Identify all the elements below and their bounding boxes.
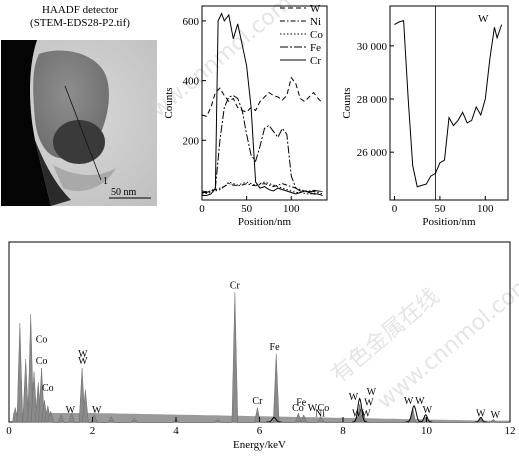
spectrum-peak [47, 410, 54, 423]
y-tick-label: 400 [183, 76, 200, 88]
series-line-co [201, 181, 323, 195]
line-profile-chart: 0 50 100 200 400 600 Position/nm Counts WNiCoFeC… [163, 3, 328, 228]
haadf-title-line1: HAADF detector [41, 4, 119, 16]
legend-label-fe: Fe [310, 42, 321, 54]
x-axis-label: Position/nm [422, 216, 476, 228]
x-tick-label: 50 [241, 203, 253, 215]
series-line-cr [202, 12, 323, 196]
peak-label-w: W [476, 408, 486, 419]
legend-label-cr: Cr [310, 55, 321, 67]
x-tick-label: 0 [392, 203, 398, 215]
y-axis-label: Counts [163, 87, 175, 118]
plot-frame [389, 5, 509, 201]
spectrum-background [13, 413, 511, 422]
peak-label-w: W [78, 356, 88, 367]
series-line-w [201, 76, 323, 118]
peak-label-w: W [308, 403, 318, 414]
spectrum-peak [30, 371, 38, 423]
spectrum-peak [130, 418, 138, 423]
peak-label-w: W [364, 398, 374, 409]
peak-label-cr: Cr [230, 281, 241, 292]
spectrum-peak [22, 358, 29, 423]
x-tick-label: 0 [199, 203, 205, 215]
peak-label-co: Co [36, 335, 48, 346]
spectrum-peak [214, 418, 222, 423]
legend-label-w: W [310, 3, 321, 15]
x-tick-label: 4 [173, 425, 179, 437]
spectrum-peak [295, 412, 302, 423]
peak-label-w: W [415, 396, 425, 407]
peak-fit-outline [266, 416, 282, 423]
scale-bar-label: 50 nm [111, 187, 137, 198]
w-profile-chart: 0 50 100 26 000 28 000 30 000 Position/nm Count… [341, 5, 509, 228]
peak-label-w: W [66, 405, 76, 416]
peak-label-w: W [352, 408, 362, 419]
peak-label-cr: Cr [252, 396, 263, 407]
peak-fit-outline [419, 414, 433, 423]
peak-label-ni: Ni [315, 408, 325, 419]
line-scan-marker: 1 [103, 176, 108, 187]
peak-fit-outline [352, 397, 368, 423]
x-axis-label: Position/nm [238, 216, 292, 228]
series-label-w: W [478, 13, 489, 25]
peak-label-w: W [78, 349, 88, 360]
spectrum-peak [300, 414, 308, 423]
x-tick-label: 100 [283, 203, 300, 215]
peak-fit-outline [474, 416, 487, 423]
spectrum-peak [317, 416, 325, 423]
spectrum-peak [68, 412, 75, 423]
peak-label-co: Co [318, 403, 330, 414]
peak-label-w: W [367, 387, 377, 398]
peak-label-fe: Fe [270, 342, 281, 353]
haadf-micrograph: 1 50 nm [1, 40, 157, 206]
y-tick-label: 30 000 [357, 41, 388, 53]
peak-label-w: W [491, 410, 501, 421]
spectrum-peak [107, 416, 115, 423]
x-tick-label: 10 [421, 425, 433, 437]
peak-label-co: Co [36, 356, 48, 367]
y-tick-label: 600 [183, 16, 200, 28]
series-line-ni [201, 183, 323, 193]
spectrum-peak [27, 313, 34, 423]
x-tick-label: 6 [257, 425, 263, 437]
haadf-title-line2: (STEM-EDS28-P2.tif) [30, 17, 130, 29]
x-tick-label: 50 [434, 203, 446, 215]
x-tick-label: 2 [90, 425, 96, 437]
peak-label-fe: Fe [296, 398, 307, 409]
peak-label-w: W [404, 396, 414, 407]
spectrum-peak [254, 407, 261, 423]
spectrum-peak [12, 407, 19, 423]
peak-label-w: W [92, 405, 102, 416]
spectrum-peak [82, 389, 89, 423]
x-tick-label: 12 [505, 425, 516, 437]
series-line-fe [202, 94, 323, 193]
series-line-w [394, 19, 503, 188]
peak-label-co: Co [292, 403, 304, 414]
spectrum-peak [489, 418, 497, 423]
spectrum-peak [16, 322, 24, 423]
y-tick-label: 200 [183, 135, 200, 147]
spectrum-peak [231, 292, 239, 423]
legend-label-co: Co [310, 29, 323, 41]
x-axis-label: Energy/keV [233, 439, 286, 451]
legend-label-ni: Ni [310, 16, 321, 28]
peak-label-w: W [361, 408, 371, 419]
x-tick-label: 0 [6, 425, 12, 437]
peak-label-w: W [349, 392, 359, 403]
y-tick-label: 26 000 [357, 147, 388, 159]
peak-label-co: Co [42, 383, 54, 394]
y-axis-label: Counts [341, 87, 353, 118]
y-tick-label: 28 000 [357, 94, 388, 106]
x-tick-label: 100 [477, 203, 494, 215]
x-tick-label: 8 [340, 425, 346, 437]
spectrum-peak [273, 353, 280, 423]
peak-label-w: W [423, 405, 433, 416]
plot-frame [201, 5, 328, 201]
spectrum-peak [57, 414, 65, 423]
